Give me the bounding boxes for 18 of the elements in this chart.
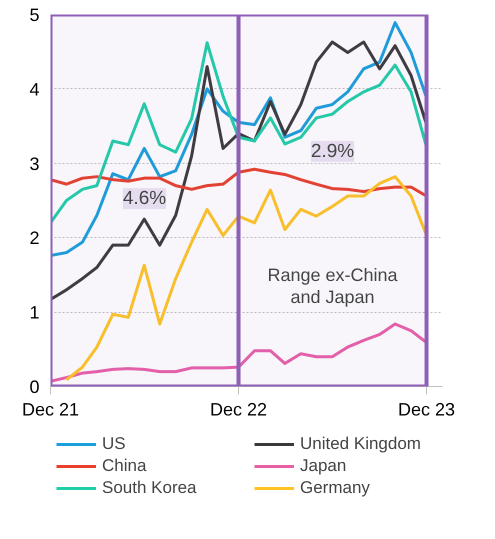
- legend-label: Germany: [300, 478, 371, 498]
- x-tick-label: Dec 22: [210, 400, 268, 420]
- y-tick-label: 2: [29, 228, 40, 248]
- y-tick-label: 5: [29, 5, 40, 25]
- y-tick-label: 3: [29, 154, 40, 174]
- band-label: 2.9%: [310, 140, 354, 162]
- band-label: 4.6%: [122, 188, 166, 210]
- x-tick-label: Dec 23: [398, 400, 456, 420]
- y-tick-label: 4: [29, 79, 40, 100]
- legend-label: Japan: [300, 456, 348, 476]
- legend-label: US: [102, 434, 127, 454]
- y-tick-label: 1: [29, 302, 40, 323]
- legend-label: China: [102, 456, 148, 476]
- x-tick-label: Dec 21: [22, 400, 80, 420]
- legend-label: South Korea: [102, 478, 198, 498]
- annotation: Range ex-China and Japan: [267, 265, 399, 308]
- y-tick-label: 0: [29, 377, 40, 397]
- legend-label: United Kingdom: [300, 434, 422, 454]
